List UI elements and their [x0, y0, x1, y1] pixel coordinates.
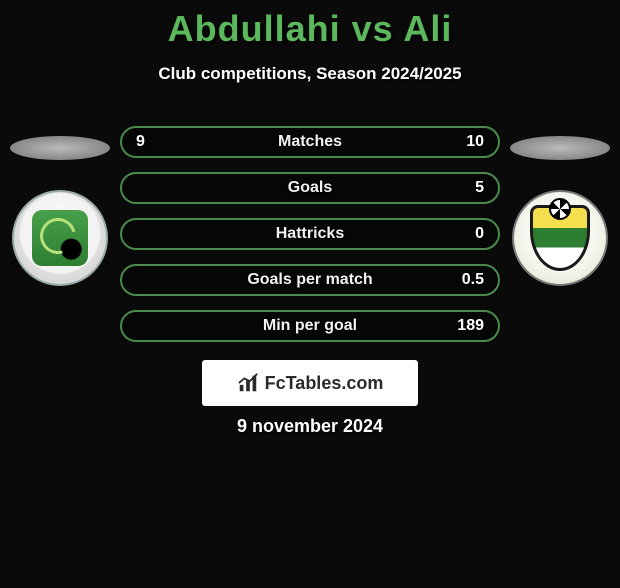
stat-row-goals: Goals 5	[120, 172, 500, 204]
stat-row-hattricks: Hattricks 0	[120, 218, 500, 250]
player-oval-left	[10, 136, 110, 160]
stats-table: 9 Matches 10 Goals 5 Hattricks 0 Goals p…	[120, 126, 500, 342]
brand-text: FcTables.com	[265, 373, 384, 394]
stat-label: Goals	[196, 179, 424, 197]
stat-right-value: 10	[424, 133, 484, 151]
left-club-shield-icon	[32, 210, 88, 266]
left-club-badge	[12, 190, 108, 286]
stat-label: Min per goal	[196, 317, 424, 335]
bar-chart-icon	[237, 372, 259, 394]
right-club-badge	[512, 190, 608, 286]
stat-row-mpg: Min per goal 189	[120, 310, 500, 342]
brand-badge: FcTables.com	[202, 360, 418, 406]
page-subtitle: Club competitions, Season 2024/2025	[0, 64, 620, 84]
stat-right-value: 0.5	[424, 271, 484, 289]
right-club-shield-icon	[530, 205, 590, 271]
stat-label: Matches	[196, 133, 424, 151]
stat-row-gpm: Goals per match 0.5	[120, 264, 500, 296]
right-player-column	[510, 136, 610, 286]
left-player-column	[10, 136, 110, 286]
date-text: 9 november 2024	[0, 416, 620, 437]
stat-label: Hattricks	[196, 225, 424, 243]
page-title: Abdullahi vs Ali	[0, 8, 620, 50]
stat-label: Goals per match	[196, 271, 424, 289]
stat-right-value: 5	[424, 179, 484, 197]
player-oval-right	[510, 136, 610, 160]
stat-right-value: 189	[424, 317, 484, 335]
stat-row-matches: 9 Matches 10	[120, 126, 500, 158]
stat-left-value: 9	[136, 133, 196, 151]
stat-right-value: 0	[424, 225, 484, 243]
